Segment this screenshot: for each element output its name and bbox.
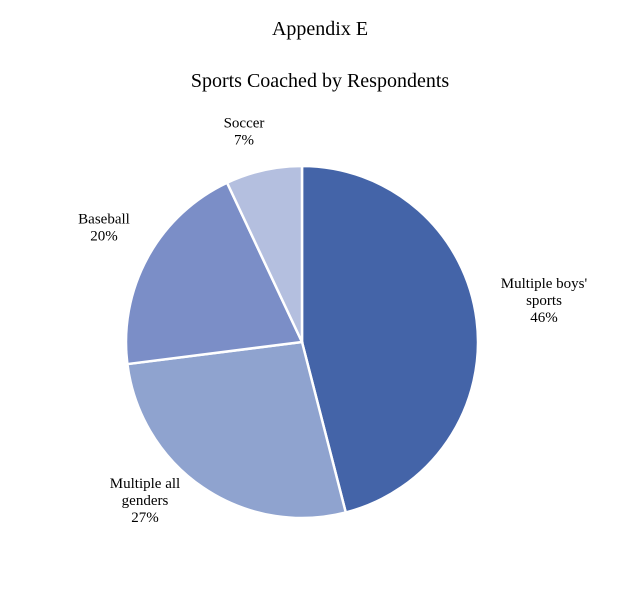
slice-percent: 7%	[234, 133, 254, 149]
chart-title: Sports Coached by Respondents	[190, 70, 450, 92]
slice-name-line: Baseball	[78, 212, 130, 228]
slice-percent: 27%	[131, 510, 159, 526]
slice-name-line: Soccer	[224, 116, 265, 132]
slice-percent: 20%	[90, 229, 118, 245]
slice-label-multiple-all-genders: Multiple all genders 27%	[110, 476, 180, 526]
pie-labels: Multiple boys' sports 46% Multiple all gende…	[78, 116, 587, 527]
slice-name-line: sports	[526, 293, 562, 309]
slice-name-line: Multiple all	[110, 476, 180, 492]
slice-label-baseball: Baseball 20%	[78, 212, 130, 245]
appendix-heading: Appendix E	[271, 18, 369, 40]
pie-slices	[124, 164, 480, 520]
slice-name-line: Multiple boys'	[501, 276, 588, 292]
pie-slice-multiple-all-genders	[125, 340, 348, 520]
slice-name-line: genders	[122, 493, 169, 509]
pie-slice-soccer	[225, 164, 304, 343]
slice-label-multiple-boys-sports: Multiple boys' sports 46%	[501, 276, 588, 326]
pie-slice-multiple-boys-sports	[300, 164, 480, 514]
slice-label-soccer: Soccer 7%	[224, 116, 265, 149]
slice-percent: 46%	[530, 310, 558, 326]
pie-slice-baseball	[124, 181, 304, 366]
